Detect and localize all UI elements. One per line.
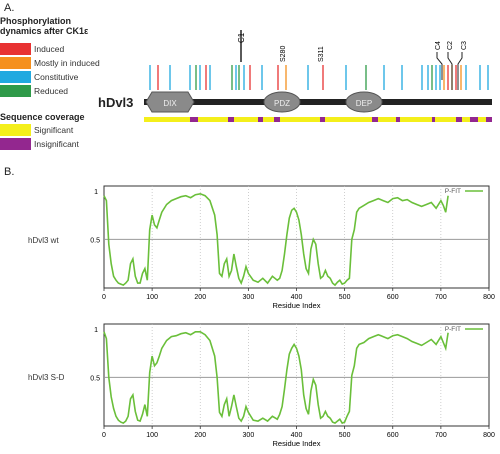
panel-a-label: A.: [4, 2, 15, 14]
x-tick-label: 400: [291, 432, 303, 439]
legend-item-constitutive: Constitutive: [0, 71, 78, 83]
legend-title-line1: Phosphorylation: [0, 16, 72, 26]
x-tick-label: 100: [146, 432, 158, 439]
x-tick-label: 300: [243, 432, 255, 439]
panel-b-label: B.: [4, 166, 15, 178]
x-tick-label: 400: [291, 294, 303, 301]
legend-swatch-induced: [0, 43, 31, 55]
x-tick-label: 500: [339, 294, 351, 301]
row-label-wt: hDvl3 wt: [28, 236, 59, 245]
coverage-insignificant-segments: [190, 117, 492, 122]
coverage-insignificant-segment: [470, 117, 478, 122]
x-tick-label: 600: [387, 432, 399, 439]
coverage-insignificant-segment: [396, 117, 400, 122]
site-label-c3: C3: [461, 41, 468, 50]
x-tick-label: 200: [194, 294, 206, 301]
site-label-c1: C1: [237, 32, 246, 43]
legend-label-constitutive: Constitutive: [34, 72, 79, 82]
legend-title-line2: dynamics after CK1ε: [0, 26, 89, 36]
coverage-insignificant-segment: [432, 117, 435, 122]
site-label-s311: S311: [318, 46, 325, 62]
domain-dix: DIX: [145, 91, 195, 113]
dix-shape: [145, 91, 195, 113]
c2-leader: [447, 52, 453, 90]
coverage-item-significant: Significant: [0, 124, 73, 136]
coverage-insignificant-segment: [190, 117, 198, 122]
coverage-insignificant-segment: [274, 117, 280, 122]
legend-label-induced: Induced: [34, 44, 65, 54]
coverage-swatch-significant: [0, 124, 31, 136]
x-tick-label: 100: [146, 294, 158, 301]
coverage-item-insignificant: Insignificant: [0, 138, 79, 150]
coverage-title: Sequence coverage: [0, 112, 85, 122]
x-axis-label: Residue Index: [273, 439, 321, 448]
legend-swatch-constitutive: [0, 71, 31, 83]
protein-schematic: C1 S280 S311 C4 C2 C3 DIX PDZ DEP: [144, 30, 492, 122]
coverage-insignificant-segment: [486, 117, 492, 122]
coverage-legend: Significant Insignificant: [0, 124, 140, 152]
x-axis-label: Residue Index: [273, 301, 321, 310]
x-tick-label: 0: [102, 294, 106, 301]
c4-leader: [436, 52, 443, 80]
legend-swatch-mostly-induced: [0, 57, 31, 69]
x-tick-label: 800: [483, 294, 495, 301]
phospho-legend: Phosphorylation dynamics after CK1ε: [0, 16, 140, 36]
coverage-insignificant-segment: [456, 117, 462, 122]
site-label-c2: C2: [447, 41, 454, 50]
x-tick-label: 700: [435, 432, 447, 439]
phospho-site-ticks: [149, 65, 489, 90]
legend-item-mostly-induced: Mostly in induced: [0, 57, 100, 69]
pfit-series-line: [103, 192, 449, 287]
legend-label-mostly-induced: Mostly in induced: [34, 58, 100, 68]
x-tick-label: 600: [387, 294, 399, 301]
legend-item-induced: Induced: [0, 43, 64, 55]
dep-shape: [345, 91, 383, 113]
pfit-series-line: [103, 331, 449, 425]
pfit-plot-sd: 1 0.5 0 100 200 300 400 500 600 700 800 Residue Ind…: [90, 323, 495, 448]
pfit-plot-wt: 1 0.5 0 100 200 300 400 500 600 700 800 Residue Ind…: [90, 185, 495, 310]
site-label-s280: S280: [280, 46, 287, 62]
x-tick-label: 500: [339, 432, 351, 439]
coverage-label-significant: Significant: [34, 125, 74, 135]
site-annotations: C1 S280 S311 C4 C2 C3: [237, 30, 468, 90]
row-label-sd: hDvl3 S-D: [28, 373, 65, 382]
phospho-legend-items: Induced Mostly in induced Constitutive R…: [0, 43, 140, 103]
domain-label-dep: DEP: [356, 99, 372, 108]
protein-name: hDvl3: [98, 95, 134, 110]
coverage-bar: [144, 117, 492, 122]
y-tick-label: 0.5: [90, 237, 100, 244]
domain-label-pdz: PDZ: [274, 99, 290, 108]
coverage-insignificant-segment: [228, 117, 234, 122]
domain-label-dix: DIX: [163, 99, 177, 108]
y-tick-label: 1: [94, 327, 98, 334]
legend-label-reduced: Reduced: [34, 86, 69, 96]
coverage-swatch-insignificant: [0, 138, 31, 150]
plot-legend-label: P-FIT: [445, 188, 461, 195]
x-tick-label: 200: [194, 432, 206, 439]
legend-swatch-reduced: [0, 85, 31, 97]
x-tick-label: 800: [483, 432, 495, 439]
domain-pdz: PDZ: [263, 91, 301, 113]
pdz-shape: [263, 91, 301, 113]
plot-legend-label: P-FIT: [445, 326, 461, 333]
coverage-insignificant-segment: [320, 117, 325, 122]
y-tick-label: 0.5: [90, 375, 100, 382]
site-label-c4: C4: [435, 41, 442, 50]
x-tick-label: 300: [243, 294, 255, 301]
legend-item-reduced: Reduced: [0, 85, 68, 97]
y-tick-label: 1: [94, 189, 98, 196]
coverage-insignificant-segment: [258, 117, 263, 122]
x-tick-label: 0: [102, 432, 106, 439]
c3-leader: [457, 52, 463, 90]
domain-dep: DEP: [345, 91, 383, 113]
x-tick-label: 700: [435, 294, 447, 301]
coverage-label-insignificant: Insignificant: [34, 139, 79, 149]
coverage-insignificant-segment: [372, 117, 378, 122]
